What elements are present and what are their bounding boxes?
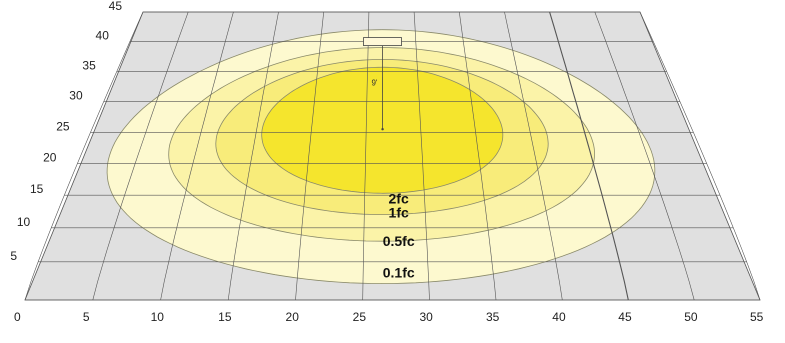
grid-col-35 (459, 11, 497, 301)
x-tick-35: 35 (486, 310, 500, 324)
x-tick-55: 55 (750, 310, 764, 324)
y-axis-ticks: 5 10 15 20 25 30 35 40 45 (10, 0, 122, 263)
label-0-5fc: 0.5fc (383, 233, 415, 249)
x-tick-15: 15 (218, 310, 232, 324)
fixture-marker: 9' (363, 37, 402, 131)
fixture-rectangle (363, 37, 402, 46)
y-tick-15: 15 (30, 182, 44, 196)
y-tick-45: 45 (109, 0, 123, 13)
grid-col-5 (92, 11, 189, 301)
y-tick-5: 5 (10, 249, 17, 263)
grid-col-0 (24, 11, 144, 301)
grid-col-45 (549, 11, 629, 301)
y-tick-25: 25 (56, 119, 70, 133)
grid-col-20 (295, 11, 324, 301)
y-tick-10: 10 (17, 215, 31, 229)
x-tick-10: 10 (151, 310, 165, 324)
mounting-height-label: 9' (371, 79, 377, 88)
grid-col-25 (362, 11, 370, 301)
y-tick-30: 30 (69, 89, 83, 103)
y-tick-35: 35 (82, 58, 96, 72)
label-1fc: 1fc (389, 205, 409, 221)
grid-col-15 (227, 11, 279, 301)
x-tick-45: 45 (618, 310, 632, 324)
x-tick-40: 40 (552, 310, 566, 324)
y-tick-20: 20 (43, 150, 57, 164)
grid-col-10 (160, 11, 234, 301)
x-tick-0: 0 (14, 310, 21, 324)
label-2fc: 2fc (389, 190, 409, 206)
x-tick-25: 25 (353, 310, 367, 324)
x-tick-30: 30 (419, 310, 433, 324)
grid-col-50 (594, 11, 695, 301)
grid-col-55 (639, 11, 761, 301)
grid-col-40 (504, 11, 563, 301)
x-tick-50: 50 (684, 310, 698, 324)
y-tick-40: 40 (96, 29, 110, 43)
x-axis-ticks: 0 5 10 15 20 25 30 35 40 45 50 55 (14, 310, 764, 324)
grid-col-30 (413, 11, 430, 301)
illuminance-zones (106, 29, 656, 285)
aim-point (381, 128, 384, 131)
x-tick-5: 5 (83, 310, 90, 324)
label-0-1fc: 0.1fc (383, 265, 415, 281)
x-tick-20: 20 (286, 310, 300, 324)
